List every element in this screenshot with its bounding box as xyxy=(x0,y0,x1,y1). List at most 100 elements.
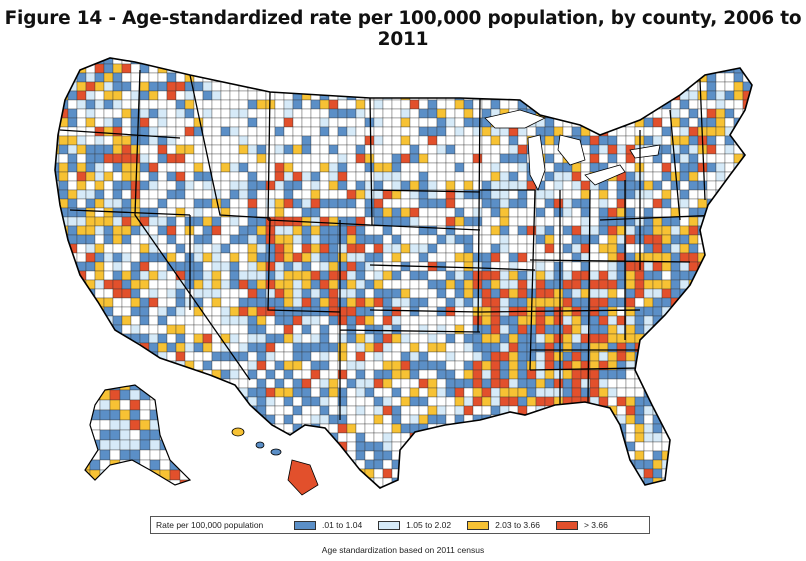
county-cell xyxy=(616,135,627,146)
county-cell xyxy=(112,144,123,155)
county-cell xyxy=(472,387,483,398)
county-cell xyxy=(643,315,654,326)
county-cell xyxy=(175,189,186,200)
county-cell xyxy=(589,63,600,74)
county-cell xyxy=(103,108,114,119)
county-cell xyxy=(238,450,249,461)
county-cell xyxy=(391,207,402,218)
county-cell xyxy=(391,369,402,380)
county-cell xyxy=(715,351,726,362)
county-cell xyxy=(328,477,339,488)
county-cell xyxy=(247,414,258,425)
county-cell xyxy=(598,63,609,74)
county-cell xyxy=(292,324,303,335)
county-cell xyxy=(328,189,339,200)
county-cell xyxy=(508,225,519,236)
county-cell xyxy=(589,441,600,452)
county-cell xyxy=(697,324,708,335)
county-cell xyxy=(247,252,258,263)
county-cell xyxy=(670,234,681,245)
county-cell xyxy=(706,279,717,290)
county-cell xyxy=(247,234,258,245)
county-cell xyxy=(166,486,177,488)
county-cell xyxy=(679,378,690,389)
county-cell xyxy=(211,288,222,299)
county-cell xyxy=(157,297,168,308)
county-cell xyxy=(55,351,60,362)
county-cell xyxy=(94,270,105,281)
county-cell xyxy=(157,153,168,164)
county-cell xyxy=(463,153,474,164)
county-cell xyxy=(55,378,60,389)
county-cell xyxy=(490,99,501,110)
county-cell xyxy=(742,144,752,155)
county-cell xyxy=(463,423,474,434)
county-cell xyxy=(238,270,249,281)
county-cell xyxy=(58,477,69,488)
county-cell xyxy=(670,261,681,272)
county-cell xyxy=(112,486,123,488)
conus-outline xyxy=(54,57,753,489)
county-cell xyxy=(211,477,222,488)
county-cell xyxy=(55,450,60,461)
county-cell xyxy=(121,369,132,380)
county-cell xyxy=(688,387,699,398)
county-cell xyxy=(67,387,78,398)
county-cell xyxy=(418,342,429,353)
county-cell xyxy=(715,58,726,65)
county-cell xyxy=(301,90,312,101)
county-cell xyxy=(589,288,600,299)
county-cell xyxy=(85,108,96,119)
county-cell xyxy=(202,432,213,443)
county-cell xyxy=(85,429,91,441)
county-cell xyxy=(229,108,240,119)
county-cell xyxy=(490,225,501,236)
county-cell xyxy=(109,469,121,481)
county-cell xyxy=(346,58,357,65)
county-cell xyxy=(175,153,186,164)
county-cell xyxy=(265,189,276,200)
county-cell xyxy=(517,351,528,362)
county-cell xyxy=(319,369,330,380)
county-cell xyxy=(481,387,492,398)
county-cell xyxy=(166,162,177,173)
county-cell xyxy=(517,225,528,236)
county-cell xyxy=(256,72,267,83)
county-cell xyxy=(256,108,267,119)
hawaii-inset xyxy=(231,427,319,496)
county-cell xyxy=(607,58,618,65)
county-cell xyxy=(553,423,564,434)
county-cell xyxy=(724,99,735,110)
county-cell xyxy=(94,288,105,299)
county-cell xyxy=(94,252,105,263)
county-cell xyxy=(301,162,312,173)
county-cell xyxy=(238,72,249,83)
county-cell xyxy=(643,270,654,281)
county-cell xyxy=(67,63,78,74)
county-cell xyxy=(189,479,190,485)
county-cell xyxy=(274,144,285,155)
county-cell xyxy=(328,58,339,65)
county-cell xyxy=(202,450,213,461)
county-cell xyxy=(283,58,294,65)
county-cell xyxy=(103,243,114,254)
county-cell xyxy=(418,216,429,227)
county-cell xyxy=(364,450,375,461)
county-cell xyxy=(535,99,546,110)
county-cell xyxy=(166,351,177,362)
county-cell xyxy=(283,108,294,119)
county-cell xyxy=(373,162,384,173)
county-cell xyxy=(55,81,60,92)
county-cell xyxy=(55,225,60,236)
county-cell xyxy=(688,315,699,326)
county-cell xyxy=(544,189,555,200)
county-cell xyxy=(109,389,121,401)
county-cell xyxy=(139,135,150,146)
county-cell xyxy=(454,108,465,119)
county-cell xyxy=(175,369,186,380)
county-cell xyxy=(139,99,150,110)
county-cell xyxy=(220,297,231,308)
county-cell xyxy=(706,207,717,218)
county-cell xyxy=(346,108,357,119)
county-cell xyxy=(175,486,186,488)
